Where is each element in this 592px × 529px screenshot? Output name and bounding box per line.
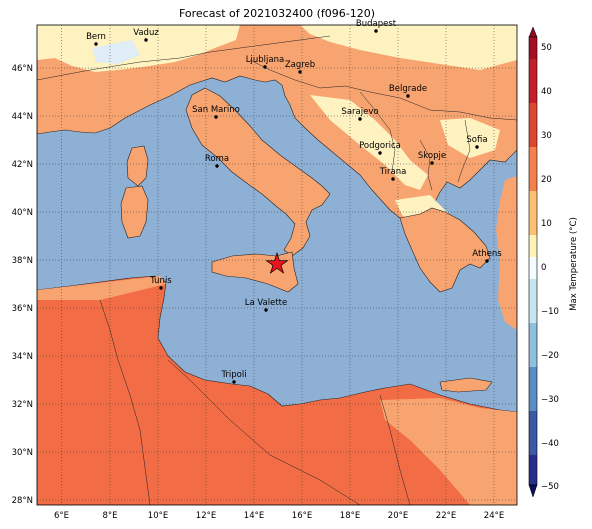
colorbar-segment: [529, 147, 537, 191]
warm-africa-band: [37, 276, 166, 300]
colorbar-max-arrow: [528, 26, 538, 38]
colorbar-segment: [529, 411, 537, 455]
mild-alps: [37, 25, 240, 72]
colorbar-segment: [529, 323, 537, 367]
graticule: [37, 25, 517, 505]
y-tick: 40°N: [12, 208, 33, 218]
city-label-athens: Athens: [472, 249, 502, 259]
colorbar-label: Max Temperature (°C): [569, 217, 579, 311]
x-tick: 16°E: [292, 511, 312, 521]
city-label-ljubljana: Ljubljana: [246, 55, 284, 65]
land-italy: [185, 87, 331, 257]
city-label-skopje: Skopje: [418, 151, 446, 161]
land-crete: [439, 377, 493, 393]
colorbar-segment: [529, 279, 537, 323]
map-frame: [36, 24, 518, 506]
cool-lake: [92, 40, 140, 64]
colorbar-tick: 0: [541, 263, 546, 273]
map-title: Forecast of 2021032400 (f096-120): [178, 7, 376, 20]
colorbar-segment: [529, 455, 537, 485]
colorbar-tick: 50: [541, 43, 552, 53]
colorbar-tick: 30: [541, 131, 552, 141]
colorbar-segment: [529, 367, 537, 411]
x-tick: 24°E: [484, 511, 504, 521]
colorbar-segment: [529, 103, 537, 147]
y-tick: 28°N: [12, 496, 33, 506]
colorbar-tick: −10: [541, 307, 559, 317]
y-axis: 46°N 44°N 42°N 40°N 38°N 36°N 34°N 32°N …: [12, 64, 33, 506]
land-sardinia: [120, 185, 149, 239]
colorbar: 50 40 30 20 10 0 −10 −20 −30 −40 −50 Max…: [528, 26, 579, 498]
x-tick: 8°E: [102, 511, 117, 521]
colorbar-segment: [529, 37, 537, 59]
y-tick: 34°N: [12, 352, 33, 362]
location-star-icon: [265, 251, 289, 274]
colorbar-tick: 10: [541, 219, 552, 229]
y-tick: 42°N: [12, 160, 33, 170]
city-label-budapest: Budapest: [356, 19, 397, 29]
city-label-sofia: Sofia: [466, 135, 487, 145]
y-tick: 32°N: [12, 400, 33, 410]
city-label-belgrade: Belgrade: [389, 84, 427, 94]
x-tick: 20°E: [388, 511, 408, 521]
y-tick: 44°N: [12, 112, 33, 122]
city-label-podgorica: Podgorica: [359, 141, 401, 151]
x-tick: 18°E: [340, 511, 360, 521]
city-label-vaduz: Vaduz: [133, 28, 159, 38]
y-tick: 30°N: [12, 448, 33, 458]
city-label-tunis: Tunis: [149, 276, 172, 286]
borders: [37, 35, 517, 505]
colorbar-tick: −20: [541, 351, 559, 361]
city-label-tripoli: Tripoli: [220, 370, 246, 380]
colorbar-segment: [529, 257, 537, 279]
mild-dinarides: [310, 95, 428, 190]
colorbar-tick: −30: [541, 395, 559, 405]
city-label-zagreb: Zagreb: [285, 60, 315, 70]
x-tick: 22°E: [436, 511, 456, 521]
city-label-tirana: Tirana: [379, 167, 407, 177]
city-label-san-marino: San Marino: [192, 105, 240, 115]
x-axis: 6°E 8°E 10°E 12°E 14°E 16°E 18°E 20°E 22…: [54, 511, 504, 521]
colorbar-segment: [529, 59, 537, 103]
land-corsica: [126, 145, 149, 187]
y-tick: 36°N: [12, 304, 33, 314]
x-tick: 12°E: [196, 511, 216, 521]
x-tick: 6°E: [54, 511, 69, 521]
mild-north-east: [300, 25, 517, 70]
warm-egypt: [380, 398, 517, 505]
colorbar-tick: −50: [541, 482, 559, 492]
city-labels: Bern Vaduz Budapest Ljubljana Zagreb Bel…: [86, 19, 502, 380]
colorbar-segment: [529, 191, 537, 235]
mild-bulgaria: [440, 118, 500, 158]
city-label-bern: Bern: [86, 32, 106, 42]
y-tick: 46°N: [12, 64, 33, 74]
colorbar-tick: 20: [541, 175, 552, 185]
land-greece: [399, 207, 491, 293]
city-label-la-valette: La Valette: [245, 298, 288, 308]
city-markers: [94, 29, 489, 384]
colorbar-tick: 40: [541, 87, 552, 97]
y-tick: 38°N: [12, 256, 33, 266]
colorbar-tick: −40: [541, 439, 559, 449]
colorbar-frame: [528, 36, 538, 486]
colorbar-segment: [529, 235, 537, 257]
colorbar-min-arrow: [528, 484, 538, 498]
x-tick: 10°E: [148, 511, 168, 521]
city-label-sarajevo: Sarajevo: [341, 107, 378, 117]
x-tick: 14°E: [244, 511, 264, 521]
land-turkey: [496, 176, 517, 330]
city-label-roma: Roma: [205, 154, 229, 164]
